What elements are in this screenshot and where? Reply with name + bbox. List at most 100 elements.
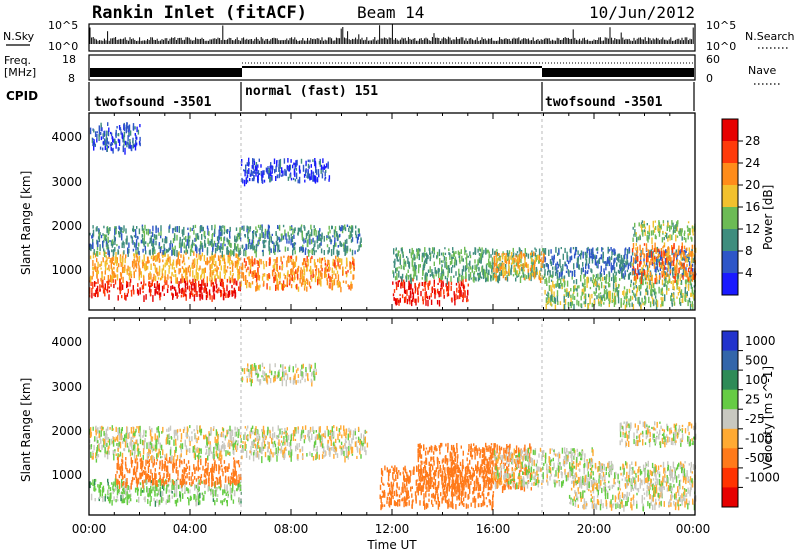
power-cbar-tick-1: 8 (745, 244, 753, 258)
freq-panel-frame (88, 54, 696, 81)
vel-cbar-swatch-1 (722, 350, 738, 371)
xtick-6: 00:00 (676, 522, 711, 536)
xtick-4: 16:00 (476, 522, 511, 536)
vel-cbar-swatch-4 (722, 409, 738, 430)
power-colorbar-frame (721, 118, 739, 296)
power-band-0 (89, 277, 242, 302)
freq-tick-top: 18 (62, 53, 76, 66)
power-cbar-tick-2: 12 (745, 222, 760, 236)
velocity-ytick-1000: 1000 (51, 468, 82, 482)
power-band-5 (240, 255, 355, 293)
power-colorbar-title: Power [dB] (761, 185, 775, 250)
velocity-colorbar-frame (721, 330, 739, 508)
power-colorbar: 4 8 12 16 20 24 28 (722, 119, 760, 296)
xtick-0: 00:00 (72, 522, 107, 536)
vel-cbar-tick-2: 100 (745, 373, 768, 387)
vel-cbar-swatch-6 (722, 448, 738, 469)
velocity-colorbar: 1000 500 100 25 -25 -100 -500 -1000 (722, 331, 780, 508)
nsky-tick-bottom: 10^0 (48, 40, 78, 53)
power-cbar-swatch-6 (722, 251, 738, 274)
beam-title: Beam 14 (357, 3, 424, 22)
vel-cbar-swatch-8 (722, 487, 738, 508)
power-ytick-2000: 2000 (51, 219, 82, 233)
power-band-1 (89, 251, 241, 284)
velocity-heatmap (89, 362, 697, 512)
freq-trace-segment-1 (90, 68, 242, 77)
power-cbar-swatch-3 (722, 185, 738, 208)
power-cbar-swatch-1 (722, 141, 738, 164)
power-cbar-swatch-7 (722, 273, 738, 296)
nave-tick-bottom: 0 (706, 72, 713, 85)
power-cbar-swatch-5 (722, 229, 738, 252)
vel-cbar-tick-3: 25 (745, 392, 760, 406)
nsky-trace (89, 24, 694, 44)
velocity-ytick-2000: 2000 (51, 424, 82, 438)
vel-cbar-swatch-5 (722, 428, 738, 449)
nsky-label: N.Sky (3, 30, 35, 43)
velocity-ylabel: Slant Range [km] (19, 378, 33, 482)
power-y-axis: 1000 2000 3000 4000 (51, 130, 82, 277)
power-cbar-tick-0: 4 (745, 266, 753, 280)
time-axis: 00:00 04:00 08:00 12:00 16:00 20:00 00:0… (72, 522, 711, 536)
velocity-band-8 (619, 420, 697, 448)
xtick-3: 12:00 (375, 522, 410, 536)
vel-cbar-swatch-3 (722, 389, 738, 410)
power-band-8 (493, 251, 545, 283)
power-cbar-tick-4: 20 (745, 178, 760, 192)
freq-trace-segment-3 (542, 68, 694, 77)
nsky-tick-top: 10^5 (48, 19, 78, 32)
velocity-band-3 (241, 362, 317, 387)
velocity-band-2 (89, 425, 369, 464)
freq-label-2: [MHz] (4, 66, 36, 79)
vel-cbar-tick-7: -1000 (745, 471, 780, 485)
vel-cbar-tick-1: 500 (745, 353, 768, 367)
cpid-segment-3: twofsound -3501 (545, 95, 663, 110)
power-panel-frame (88, 112, 696, 311)
velocity-colorbar-title: Velocity [m s^-1] (761, 366, 775, 470)
vel-cbar-tick-6: -500 (745, 451, 772, 465)
xtick-2: 08:00 (274, 522, 309, 536)
freq-trace-segment-2 (242, 66, 542, 68)
power-band-2 (89, 224, 362, 258)
power-ytick-4000: 4000 (51, 130, 82, 144)
power-cbar-tick-6: 28 (745, 134, 760, 148)
xtick-1: 04:00 (173, 522, 208, 536)
xtick-5: 20:00 (577, 522, 612, 536)
x-axis-label: Time UT (366, 538, 417, 552)
velocity-band-7 (568, 460, 697, 512)
freq-label-1: Freq. (4, 54, 31, 67)
velocity-band-1 (115, 456, 242, 490)
velocity-ytick-4000: 4000 (51, 335, 82, 349)
nave-tick-top: 60 (706, 53, 720, 66)
power-ytick-3000: 3000 (51, 175, 82, 189)
power-band-11 (631, 242, 697, 285)
vel-cbar-tick-5: -100 (745, 432, 772, 446)
power-heatmap (89, 122, 697, 311)
vel-cbar-tick-4: -25 (745, 412, 765, 426)
power-band-12 (632, 220, 696, 245)
vel-cbar-swatch-0 (722, 331, 738, 352)
cpid-segment-1: twofsound -3501 (94, 95, 212, 110)
power-band-4 (240, 157, 331, 187)
power-ylabel: Slant Range [km] (19, 171, 33, 275)
velocity-ytick-3000: 3000 (51, 380, 82, 394)
velocity-y-axis: 1000 2000 3000 4000 (51, 335, 82, 482)
power-cbar-swatch-2 (722, 163, 738, 186)
power-cbar-tick-3: 16 (745, 200, 760, 214)
cpid-label: CPID (6, 89, 38, 103)
power-band-3 (89, 122, 141, 155)
power-cbar-swatch-4 (722, 207, 738, 230)
nsearch-tick-bottom: 10^0 (706, 40, 736, 53)
vel-cbar-swatch-2 (722, 370, 738, 391)
nsearch-label: N.Search (745, 30, 795, 43)
date-title: 10/Jun/2012 (589, 3, 695, 22)
nave-label: Nave (748, 64, 776, 77)
power-ytick-1000: 1000 (51, 263, 82, 277)
heatmap-layer (89, 122, 697, 512)
station-title: Rankin Inlet (fitACF) (92, 3, 307, 23)
vel-cbar-tick-0: 1000 (745, 334, 776, 348)
freq-tick-bottom: 8 (68, 72, 75, 85)
power-cbar-tick-5: 24 (745, 156, 760, 170)
power-band-9 (543, 273, 696, 311)
